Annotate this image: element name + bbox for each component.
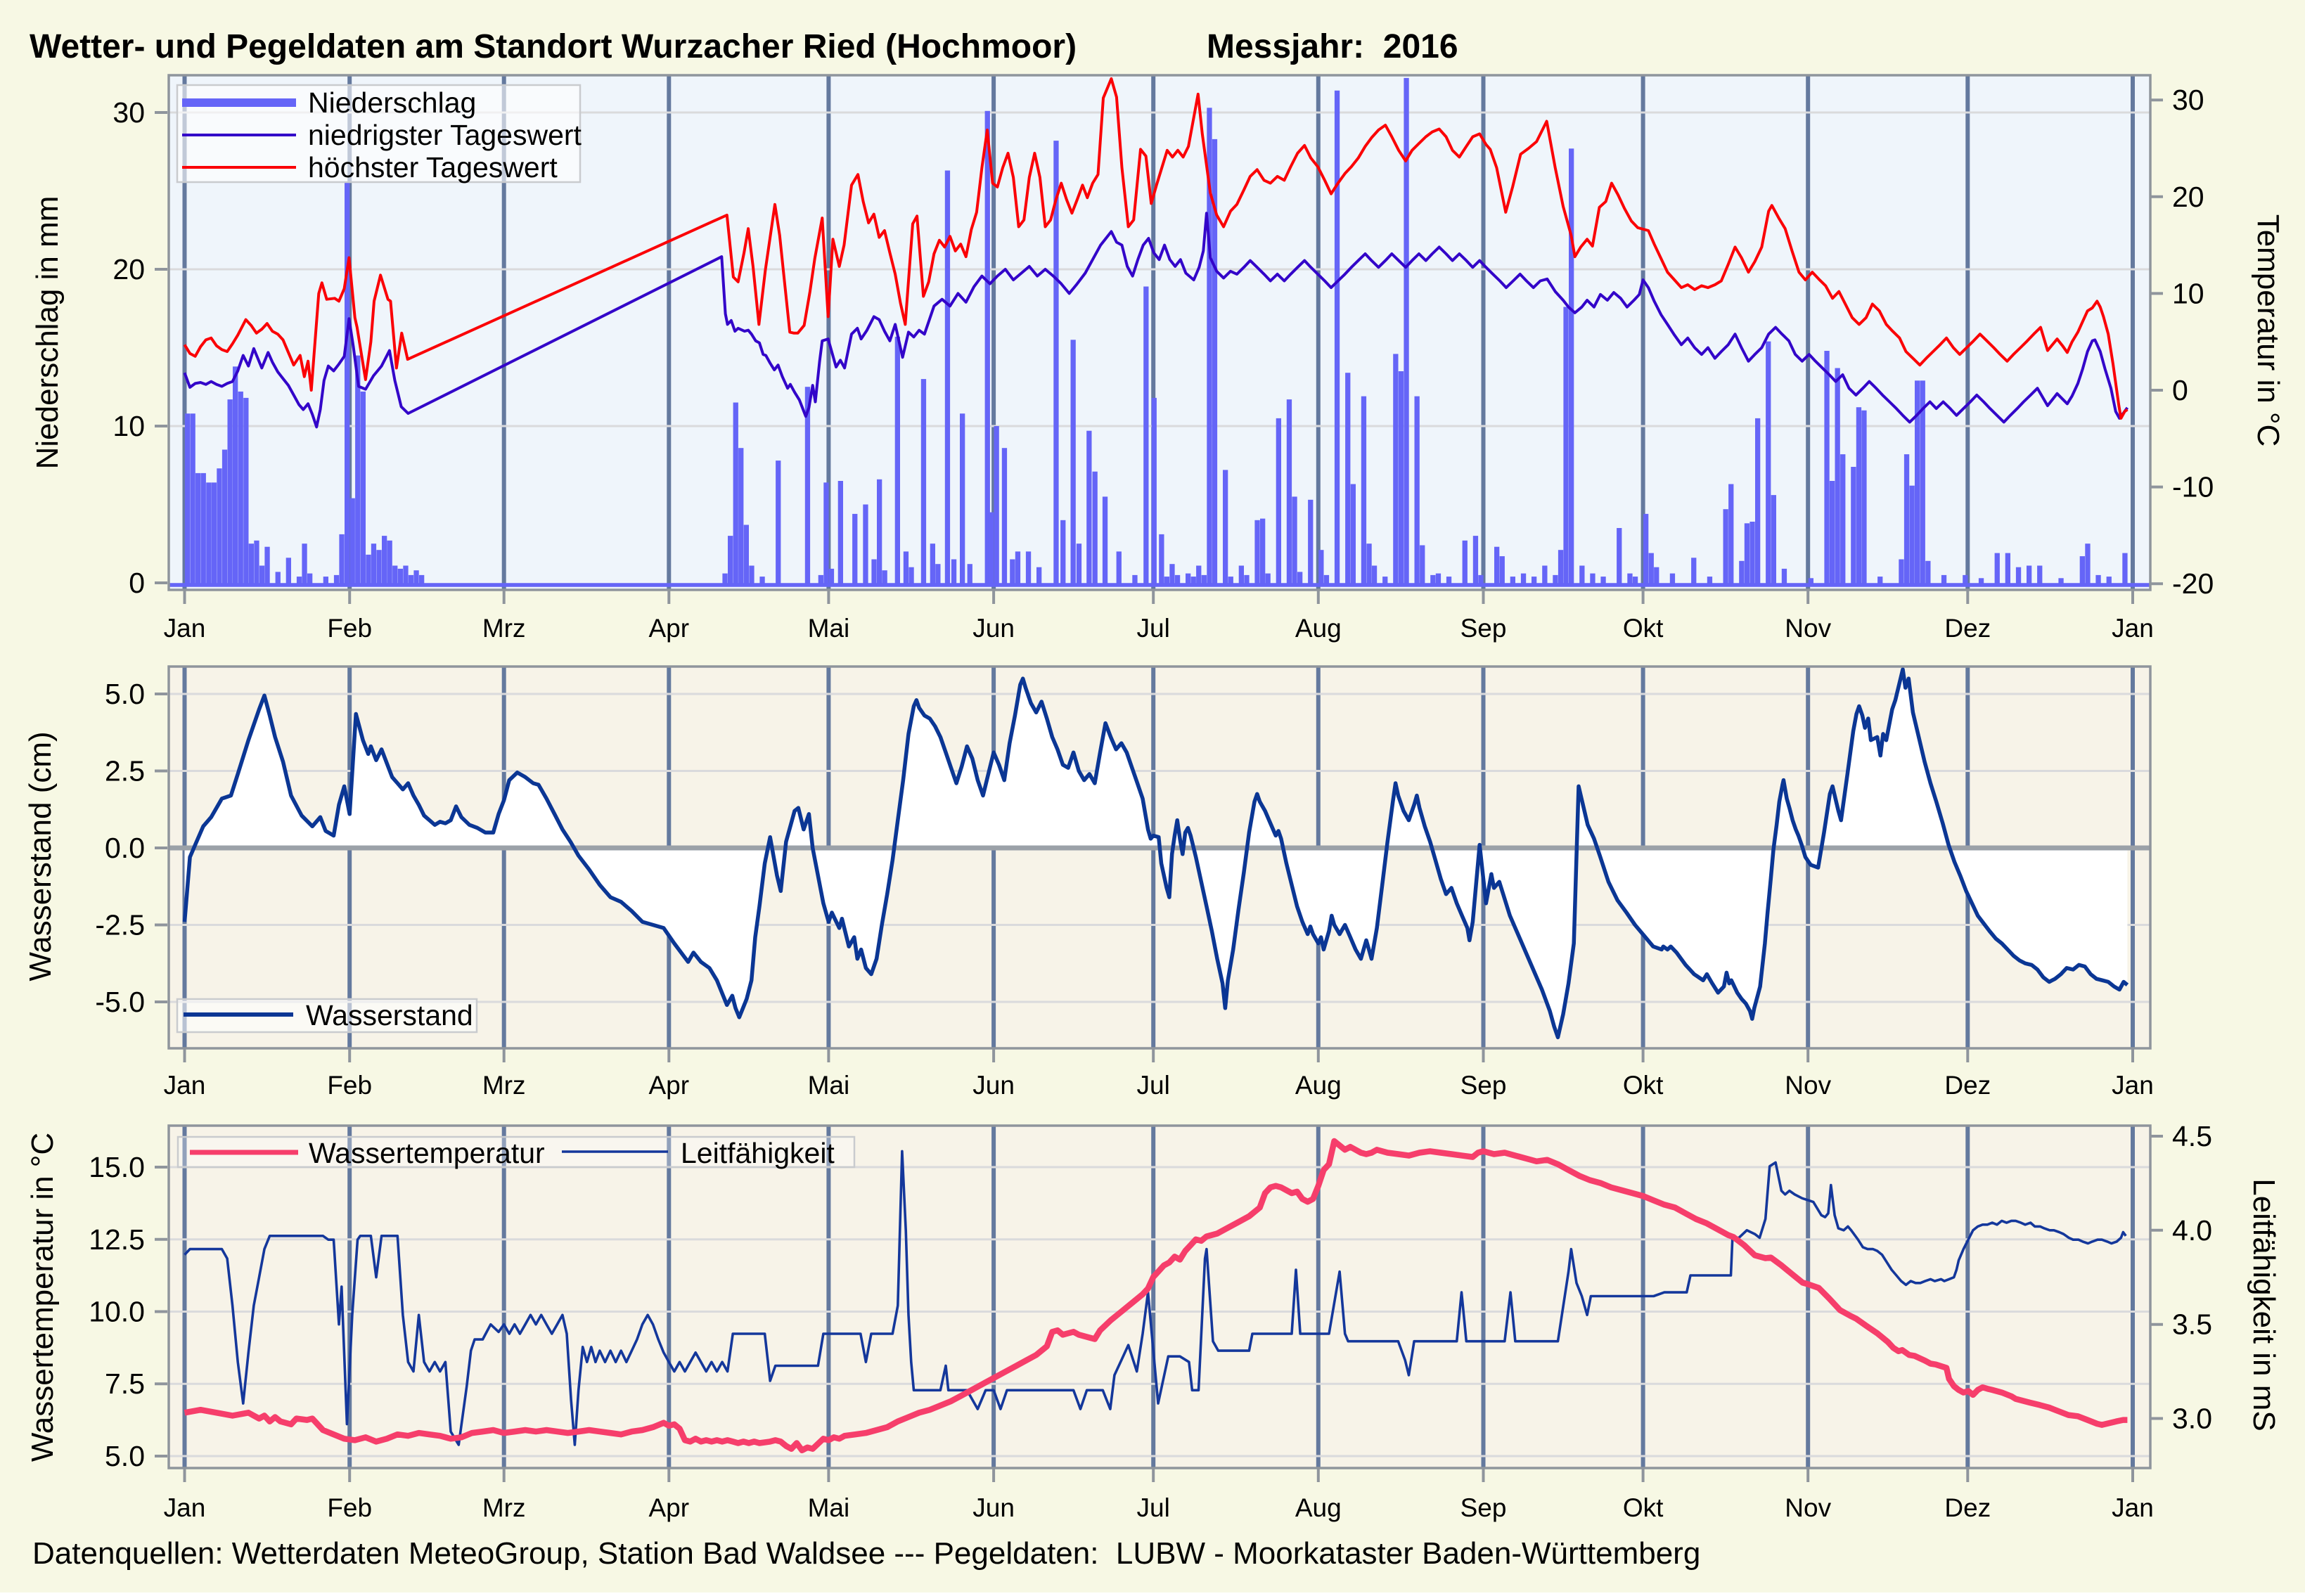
svg-text:Leitfähigkeit in mS: Leitfähigkeit in mS: [2247, 1178, 2281, 1431]
svg-text:Mrz: Mrz: [482, 614, 526, 643]
svg-text:Feb: Feb: [327, 614, 372, 643]
svg-text:Jan: Jan: [164, 1493, 206, 1522]
svg-text:4.5: 4.5: [2172, 1120, 2212, 1152]
svg-text:Wetter- und Pegeldaten am Stan: Wetter- und Pegeldaten am Standort Wurza…: [30, 28, 1077, 65]
svg-text:30: 30: [113, 96, 145, 129]
svg-text:Jan: Jan: [164, 1071, 206, 1100]
svg-text:-20: -20: [2172, 567, 2214, 600]
svg-text:10.0: 10.0: [89, 1296, 145, 1328]
svg-text:Apr: Apr: [649, 1071, 690, 1100]
svg-text:12.5: 12.5: [89, 1223, 145, 1256]
svg-text:Dez: Dez: [1944, 1071, 1991, 1100]
svg-text:3.5: 3.5: [2172, 1308, 2212, 1341]
svg-text:Apr: Apr: [649, 614, 690, 643]
svg-text:Jun: Jun: [972, 1493, 1015, 1522]
svg-text:Aug: Aug: [1295, 614, 1342, 643]
svg-text:Messjahr: 2016: Messjahr: 2016: [1207, 28, 1458, 65]
svg-text:15.0: 15.0: [89, 1151, 145, 1183]
svg-text:0: 0: [129, 567, 145, 599]
svg-text:Jun: Jun: [972, 1071, 1015, 1100]
svg-text:Okt: Okt: [1623, 1071, 1664, 1100]
svg-text:30: 30: [2172, 84, 2204, 116]
svg-text:Wassertemperatur: Wassertemperatur: [309, 1137, 545, 1169]
svg-text:Feb: Feb: [327, 1071, 372, 1100]
svg-text:Okt: Okt: [1623, 1493, 1664, 1522]
svg-text:Nov: Nov: [1785, 1493, 1831, 1522]
svg-text:Apr: Apr: [649, 1493, 690, 1522]
svg-text:Jan: Jan: [2112, 1493, 2154, 1522]
svg-text:Dez: Dez: [1944, 614, 1991, 643]
svg-text:-2.5: -2.5: [95, 909, 145, 941]
svg-text:2.5: 2.5: [105, 755, 145, 787]
svg-text:Jul: Jul: [1137, 614, 1170, 643]
svg-text:Wasserstand: Wasserstand: [306, 999, 473, 1031]
svg-text:Aug: Aug: [1295, 1493, 1342, 1522]
svg-text:5.0: 5.0: [105, 1440, 145, 1472]
svg-text:Mrz: Mrz: [482, 1071, 526, 1100]
svg-text:Feb: Feb: [327, 1493, 372, 1522]
svg-text:3.0: 3.0: [2172, 1403, 2212, 1435]
svg-text:Datenquellen: Wetterdaten Mete: Datenquellen: Wetterdaten MeteoGroup, St…: [32, 1536, 1700, 1571]
svg-text:Mai: Mai: [808, 614, 850, 643]
svg-text:20: 20: [2172, 181, 2204, 213]
svg-text:Sep: Sep: [1460, 614, 1507, 643]
svg-text:Mrz: Mrz: [482, 1493, 526, 1522]
svg-text:0: 0: [2172, 374, 2188, 406]
svg-text:Sep: Sep: [1460, 1071, 1507, 1100]
svg-text:höchster Tageswert: höchster Tageswert: [308, 151, 558, 184]
svg-text:Wassertemperatur in °C: Wassertemperatur in °C: [25, 1133, 60, 1462]
svg-text:Mai: Mai: [808, 1071, 850, 1100]
svg-text:0.0: 0.0: [105, 832, 145, 864]
svg-text:10: 10: [113, 410, 145, 442]
svg-text:5.0: 5.0: [105, 678, 145, 710]
svg-text:4.0: 4.0: [2172, 1214, 2212, 1247]
svg-text:niedrigster Tageswert: niedrigster Tageswert: [308, 119, 582, 151]
svg-text:Leitfähigkeit: Leitfähigkeit: [681, 1137, 835, 1169]
svg-text:Jan: Jan: [2112, 614, 2154, 643]
svg-text:Sep: Sep: [1460, 1493, 1507, 1522]
svg-text:Jul: Jul: [1137, 1493, 1170, 1522]
svg-text:Niederschlag in mm: Niederschlag in mm: [30, 196, 65, 470]
svg-text:10: 10: [2172, 277, 2204, 309]
svg-text:Temperatur in °C: Temperatur in °C: [2251, 214, 2285, 447]
svg-text:7.5: 7.5: [105, 1367, 145, 1400]
svg-text:Jun: Jun: [972, 614, 1015, 643]
svg-text:Nov: Nov: [1785, 1071, 1831, 1100]
svg-text:Jan: Jan: [2112, 1071, 2154, 1100]
svg-text:Jul: Jul: [1137, 1071, 1170, 1100]
svg-text:-5.0: -5.0: [95, 986, 145, 1018]
svg-text:Mai: Mai: [808, 1493, 850, 1522]
svg-text:Dez: Dez: [1944, 1493, 1991, 1522]
svg-text:Okt: Okt: [1623, 614, 1664, 643]
svg-text:Nov: Nov: [1785, 614, 1831, 643]
svg-text:Jan: Jan: [164, 614, 206, 643]
svg-text:-10: -10: [2172, 471, 2214, 503]
svg-text:Niederschlag: Niederschlag: [308, 86, 476, 119]
svg-text:20: 20: [113, 253, 145, 285]
svg-text:Aug: Aug: [1295, 1071, 1342, 1100]
svg-text:Wasserstand (cm): Wasserstand (cm): [23, 731, 58, 981]
